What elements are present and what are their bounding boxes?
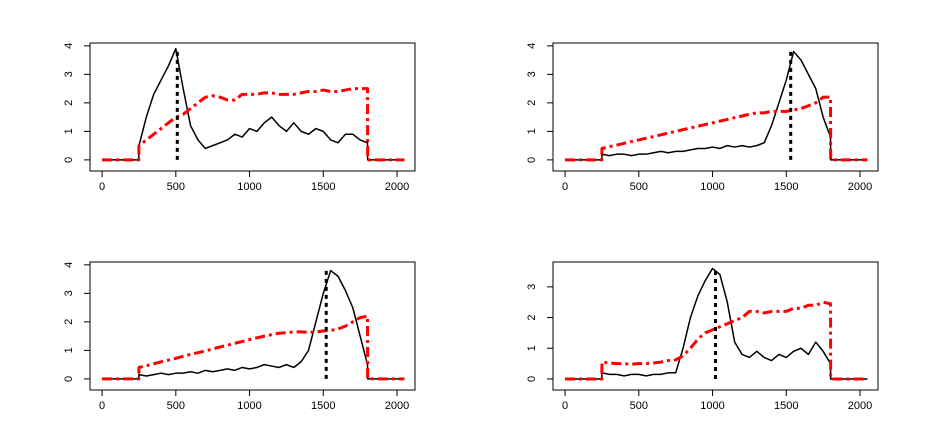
y-tick-label: 1 (526, 128, 538, 134)
x-tick-label: 1000 (700, 400, 724, 412)
y-tick-label: 2 (526, 314, 538, 320)
y-tick-label: 2 (63, 319, 75, 325)
series-line (565, 95, 868, 162)
x-tick-label: 2000 (848, 181, 872, 193)
x-tick-label: 1000 (237, 181, 261, 193)
y-tick-label: 0 (63, 157, 75, 163)
x-tick-label: 1500 (311, 400, 335, 412)
panel: 0 500 1000 1500 2000 0 1 2 3 (526, 261, 879, 412)
plot-box (552, 261, 879, 391)
y-tick-label: 3 (63, 71, 75, 77)
y-tick-label: 1 (526, 345, 538, 351)
x-tick-label: 0 (99, 400, 105, 412)
series-line (565, 267, 868, 380)
y-tick-label: 3 (526, 284, 538, 290)
x-tick-label: 500 (167, 181, 185, 193)
x-tick-label: 0 (562, 181, 568, 193)
x-tick-label: 1000 (700, 181, 724, 193)
x-tick-label: 2000 (385, 181, 409, 193)
x-tick-label: 1500 (774, 400, 798, 412)
y-tick-label: 2 (526, 100, 538, 106)
x-tick-label: 2000 (385, 400, 409, 412)
x-tick-label: 1000 (237, 400, 261, 412)
y-tick-label: 2 (63, 100, 75, 106)
y-tick-label: 1 (63, 128, 75, 134)
series-line (102, 269, 405, 380)
y-tick-label: 4 (526, 43, 538, 49)
panel: 0 500 1000 1500 2000 0 1 2 3 4 (63, 261, 416, 412)
x-tick-label: 0 (99, 181, 105, 193)
x-tick-label: 1500 (774, 181, 798, 193)
y-tick-label: 3 (63, 290, 75, 296)
y-tick-label: 3 (526, 71, 538, 77)
x-tick-label: 1500 (311, 181, 335, 193)
series-line (102, 87, 405, 162)
x-tick-label: 500 (167, 400, 185, 412)
x-tick-label: 500 (630, 181, 648, 193)
y-tick-label: 0 (526, 157, 538, 163)
y-tick-label: 4 (63, 43, 75, 49)
series-line (565, 300, 868, 381)
x-tick-label: 500 (630, 400, 648, 412)
x-tick-label: 2000 (848, 400, 872, 412)
series-line (102, 314, 405, 381)
y-tick-label: 0 (63, 376, 75, 382)
series-line (565, 50, 868, 161)
y-tick-label: 0 (526, 376, 538, 382)
panel: 0 500 1000 1500 2000 0 1 2 3 4 (63, 42, 416, 193)
plot-box (552, 42, 879, 172)
series-line (102, 47, 405, 161)
y-tick-label: 1 (63, 347, 75, 353)
plot-box (89, 261, 416, 391)
panel: 0 500 1000 1500 2000 0 1 2 3 4 (526, 42, 879, 193)
y-tick-label: 4 (63, 262, 75, 268)
plot-box (89, 42, 416, 172)
x-tick-label: 0 (562, 400, 568, 412)
